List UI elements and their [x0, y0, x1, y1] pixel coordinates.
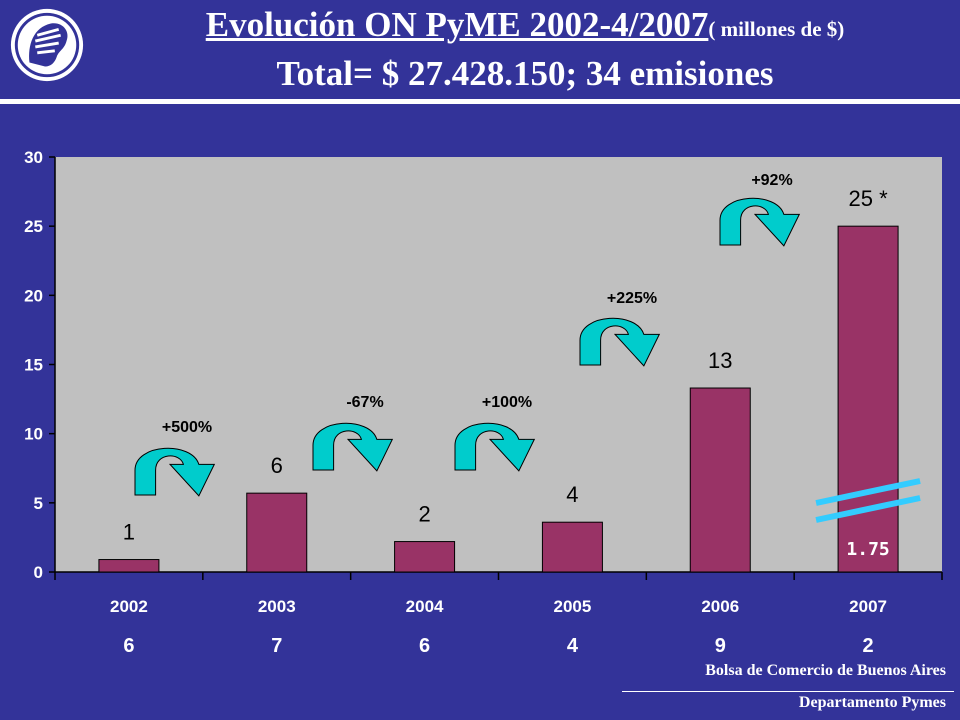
- x-tick-label: 2007: [849, 597, 887, 616]
- x-tick-label: 2005: [554, 597, 592, 616]
- data-label: 25 *: [849, 186, 889, 211]
- bar: [541, 521, 603, 573]
- y-tick-label: 15: [24, 356, 43, 375]
- y-tick-label: 5: [34, 494, 43, 513]
- broken-bar-label: 1.75: [846, 539, 889, 560]
- growth-arrow-icon: [579, 317, 661, 367]
- y-tick-label: 25: [24, 217, 43, 236]
- bolsa-logo: [10, 8, 84, 82]
- growth-arrow-icon: [454, 422, 536, 472]
- growth-arrow-icon: [312, 422, 394, 472]
- chart-subtitle: Total= $ 27.428.150; 34 emisiones: [276, 54, 774, 93]
- emissions-count: 6: [419, 635, 430, 657]
- break-mark: [815, 495, 921, 523]
- growth-label: +225%: [607, 290, 657, 307]
- y-tick-label: 20: [24, 286, 43, 305]
- growth-arrow-icon: [134, 447, 216, 497]
- emissions-count: 4: [567, 635, 579, 657]
- growth-arrow-icon: [719, 197, 801, 247]
- x-tick-label: 2004: [406, 597, 444, 616]
- bar: [689, 387, 751, 573]
- bar: [394, 541, 456, 573]
- x-tick-label: 2002: [110, 597, 148, 616]
- growth-label: -67%: [346, 394, 383, 411]
- footer-dept: Departamento Pymes: [798, 694, 946, 711]
- header-divider: [0, 99, 960, 104]
- data-label: 4: [566, 482, 578, 507]
- emissions-count: 7: [271, 635, 282, 657]
- emissions-count: 2: [863, 635, 874, 657]
- bar: [837, 225, 899, 573]
- y-tick-label: 10: [24, 425, 43, 444]
- plot-area: [55, 157, 942, 572]
- footer-org: Bolsa de Comercio de Buenos Aires: [705, 662, 946, 679]
- bar: [246, 492, 308, 573]
- emissions-count: 6: [123, 635, 134, 657]
- data-label: 6: [271, 453, 283, 478]
- x-tick-label: 2003: [258, 597, 296, 616]
- title-block: Evolución ON PyME 2002-4/2007( millones …: [100, 4, 950, 96]
- data-label: 13: [708, 348, 732, 373]
- break-mark: [815, 478, 921, 506]
- footer-divider: [622, 691, 954, 692]
- y-tick-label: 0: [34, 563, 43, 582]
- growth-label: +92%: [751, 172, 792, 189]
- growth-label: +100%: [482, 394, 532, 411]
- emissions-count: 9: [715, 635, 726, 657]
- x-tick-label: 2006: [701, 597, 739, 616]
- growth-label: +500%: [162, 419, 212, 436]
- chart-title: Evolución ON PyME 2002-4/2007( millones …: [100, 4, 950, 50]
- y-tick-label: 30: [24, 148, 43, 167]
- data-label: 1: [123, 520, 135, 545]
- bar: [98, 559, 160, 573]
- data-label: 2: [418, 502, 430, 527]
- title-main: Evolución ON PyME 2002-4/2007: [205, 5, 709, 44]
- title-unit: ( millones de $): [708, 17, 845, 41]
